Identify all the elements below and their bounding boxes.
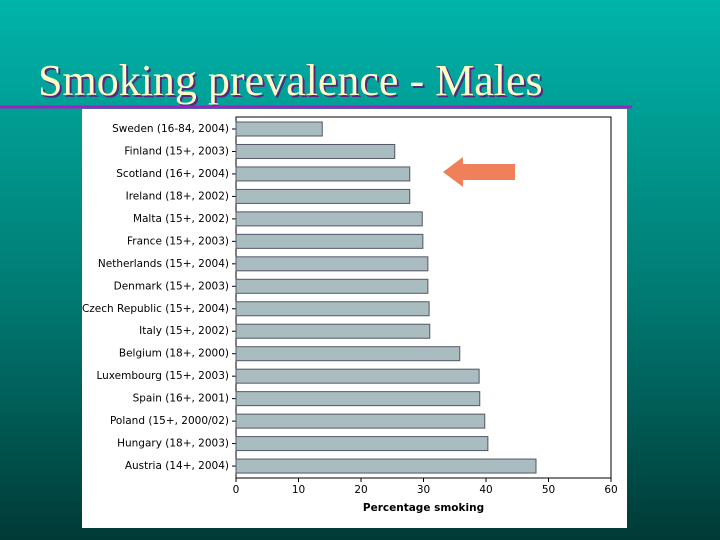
x-tick-label: 60 — [604, 484, 617, 496]
x-tick-label: 30 — [417, 484, 430, 496]
bar — [235, 233, 424, 249]
y-tick-label: Belgium (18+, 2000) — [119, 348, 229, 360]
y-tick-label: Poland (15+, 2000/02) — [110, 415, 229, 427]
y-tick-label: Hungary (18+, 2003) — [117, 438, 229, 450]
bar — [235, 211, 423, 227]
bar — [235, 391, 481, 407]
bar — [235, 368, 480, 384]
chart-title: Smoking prevalence - Males — [38, 56, 543, 105]
y-tick-label: Spain (16+, 2001) — [133, 393, 229, 405]
bar — [235, 256, 429, 272]
bar — [235, 436, 489, 452]
bar — [235, 413, 486, 429]
x-tick-label: 0 — [233, 484, 240, 496]
bar — [235, 346, 461, 362]
bar — [235, 121, 323, 137]
y-tick-label: Ireland (18+, 2002) — [126, 190, 229, 202]
y-tick-label: France (15+, 2003) — [127, 235, 229, 247]
y-tick-label: Finland (15+, 2003) — [124, 145, 229, 157]
y-tick-label: Denmark (15+, 2003) — [114, 280, 229, 292]
title-shadow: Smoking prevalence - Males — [40, 58, 545, 107]
bar — [235, 166, 411, 182]
bar — [235, 301, 430, 317]
y-tick-label: Netherlands (15+, 2004) — [98, 258, 229, 270]
y-tick-label: Italy (15+, 2002) — [139, 325, 229, 337]
y-tick-label: Malta (15+, 2002) — [133, 213, 229, 225]
x-tick-label: 10 — [292, 484, 305, 496]
x-tick-label: 20 — [354, 484, 367, 496]
bar — [235, 278, 429, 294]
x-tick-label: 50 — [542, 484, 555, 496]
arrow — [443, 157, 515, 187]
bar — [235, 458, 537, 474]
y-tick-label: Czech Republic (15+, 2004) — [82, 303, 229, 315]
bar — [235, 143, 396, 159]
y-tick-label: Sweden (16-84, 2004) — [112, 123, 229, 135]
bar — [235, 323, 431, 339]
y-tick-label: Luxembourg (15+, 2003) — [96, 370, 229, 382]
bar — [235, 188, 411, 204]
y-tick-label: Austria (14+, 2004) — [125, 460, 229, 472]
x-tick-label: 40 — [479, 484, 492, 496]
x-axis-label: Percentage smoking — [363, 502, 484, 514]
chart: 0 10 20 30 40 50 60 Percentage smoking Sweden (1… — [82, 121, 618, 514]
y-tick-label: Scotland (16+, 2004) — [116, 168, 229, 180]
